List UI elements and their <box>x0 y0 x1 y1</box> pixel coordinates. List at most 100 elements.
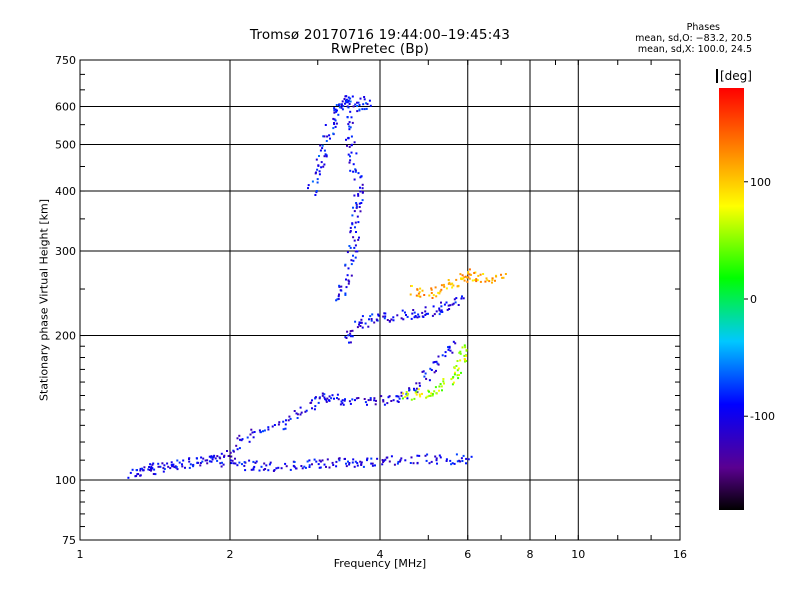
y-tick-label: 300 <box>55 245 76 258</box>
data-point <box>328 466 331 469</box>
data-point <box>460 278 463 280</box>
data-point <box>468 277 471 280</box>
data-point <box>358 108 361 111</box>
data-point <box>474 271 477 274</box>
data-point <box>370 319 373 322</box>
data-point <box>363 108 366 111</box>
data-point <box>188 457 191 460</box>
data-point <box>451 383 454 386</box>
data-point <box>425 459 428 462</box>
data-point <box>351 461 354 464</box>
data-point <box>322 135 325 138</box>
data-point <box>349 332 352 335</box>
data-point <box>273 424 276 426</box>
data-point <box>254 461 257 464</box>
data-point <box>326 397 329 400</box>
data-point <box>344 294 347 296</box>
data-point <box>350 143 353 146</box>
data-point <box>236 448 239 451</box>
data-point <box>405 314 407 316</box>
data-point <box>216 459 219 462</box>
data-point <box>335 299 338 302</box>
data-point <box>485 277 488 280</box>
y-tick-label: 75 <box>62 534 76 547</box>
data-point <box>343 458 346 460</box>
data-point <box>317 463 320 466</box>
data-point <box>418 382 421 385</box>
data-point <box>248 440 251 443</box>
data-point <box>448 346 451 349</box>
data-point <box>433 313 436 316</box>
data-points <box>127 95 507 479</box>
data-point <box>384 458 387 461</box>
data-point <box>404 395 407 398</box>
data-point <box>199 462 202 464</box>
data-point <box>416 461 419 464</box>
data-point <box>323 163 326 166</box>
data-point <box>333 109 336 111</box>
data-point <box>325 140 328 142</box>
data-point <box>330 397 333 400</box>
data-point <box>334 108 337 111</box>
data-point <box>438 292 441 295</box>
data-point <box>443 382 445 385</box>
data-point <box>419 395 422 398</box>
data-point <box>479 280 482 283</box>
data-point <box>373 399 376 402</box>
data-point <box>296 417 299 419</box>
data-point <box>415 382 418 385</box>
data-point <box>340 104 343 107</box>
data-point <box>369 104 372 107</box>
data-point <box>427 312 429 315</box>
colorbar-ticks: 100 0 -100 <box>744 176 775 423</box>
data-point <box>346 274 349 277</box>
data-point <box>223 455 225 458</box>
data-point <box>484 280 487 283</box>
data-point <box>366 457 369 460</box>
y-tick-label: 600 <box>55 101 76 114</box>
data-point <box>360 321 363 324</box>
data-point <box>135 469 138 472</box>
data-point <box>466 276 468 279</box>
data-point <box>284 427 287 430</box>
data-point <box>467 458 470 461</box>
data-point <box>455 365 458 367</box>
data-point <box>424 454 427 457</box>
data-point <box>435 360 438 363</box>
data-point <box>295 412 298 415</box>
data-point <box>269 461 272 464</box>
data-point <box>201 460 204 463</box>
data-point <box>346 116 349 119</box>
data-point <box>316 181 319 184</box>
data-point <box>172 463 175 466</box>
data-point <box>412 462 415 465</box>
data-point <box>346 330 349 333</box>
data-point <box>251 431 254 434</box>
data-point <box>147 468 150 471</box>
data-point <box>355 205 358 208</box>
data-point <box>440 385 443 388</box>
data-point <box>351 95 354 98</box>
data-point <box>459 350 462 353</box>
data-point <box>345 462 347 465</box>
data-point <box>465 354 468 357</box>
data-point <box>345 138 347 141</box>
data-point <box>231 459 234 462</box>
data-point <box>163 468 166 470</box>
axis-ticks: 1 2 4 6 8 10 16 75 100 200 300 400 500 600 750 <box>55 54 687 561</box>
data-point <box>335 122 338 125</box>
data-point <box>463 354 466 357</box>
data-point <box>317 164 320 167</box>
data-point <box>434 386 437 389</box>
data-point <box>381 463 384 466</box>
data-point <box>150 469 152 472</box>
data-point <box>390 400 393 402</box>
data-point <box>232 462 235 465</box>
data-point <box>356 326 359 329</box>
data-point <box>357 221 360 224</box>
data-point <box>176 459 179 462</box>
data-point <box>348 125 351 128</box>
data-point <box>351 335 354 338</box>
data-point <box>234 457 236 460</box>
data-point <box>329 137 331 140</box>
